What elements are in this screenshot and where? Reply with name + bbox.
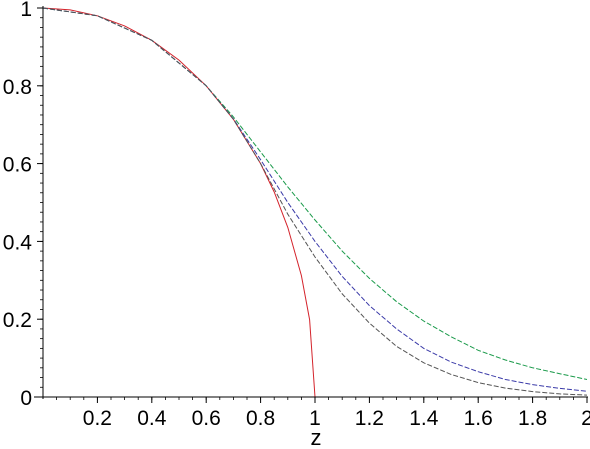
x-axis-label: z: [311, 425, 322, 449]
series-line-2: [42, 7, 588, 380]
x-tick-label: 0.6: [192, 407, 221, 430]
y-tick-label: 0.8: [3, 76, 32, 99]
series-line-1: [42, 7, 316, 398]
x-tick-label: 0.8: [246, 407, 275, 430]
y-tick-label: 1: [20, 0, 32, 21]
x-tick-label: 1: [309, 407, 321, 430]
y-tick-label: 0.6: [3, 154, 32, 177]
x-tick-label: 1.6: [464, 407, 493, 430]
ticks-layer: 0.2 0.4 0.6 0.8 1 1.2 1.4 1.6 1.8 2 0 0.2 0.4 0.6 0.8 1: [3, 0, 590, 430]
y-tick-label: 0.4: [3, 231, 33, 254]
x-tick-label: 0.4: [137, 407, 167, 430]
y-tick-label: 0: [20, 387, 32, 410]
x-tick-label: 2: [581, 407, 590, 430]
series-line-3: [42, 7, 588, 392]
series-layer: [42, 7, 588, 398]
x-tick-label: 0.2: [83, 407, 112, 430]
x-tick-label: 1.8: [518, 407, 547, 430]
x-tick-label: 1.4: [409, 407, 439, 430]
x-tick-label: 1.2: [355, 407, 384, 430]
series-line-4: [42, 7, 588, 396]
y-tick-label: 0.2: [3, 309, 32, 332]
